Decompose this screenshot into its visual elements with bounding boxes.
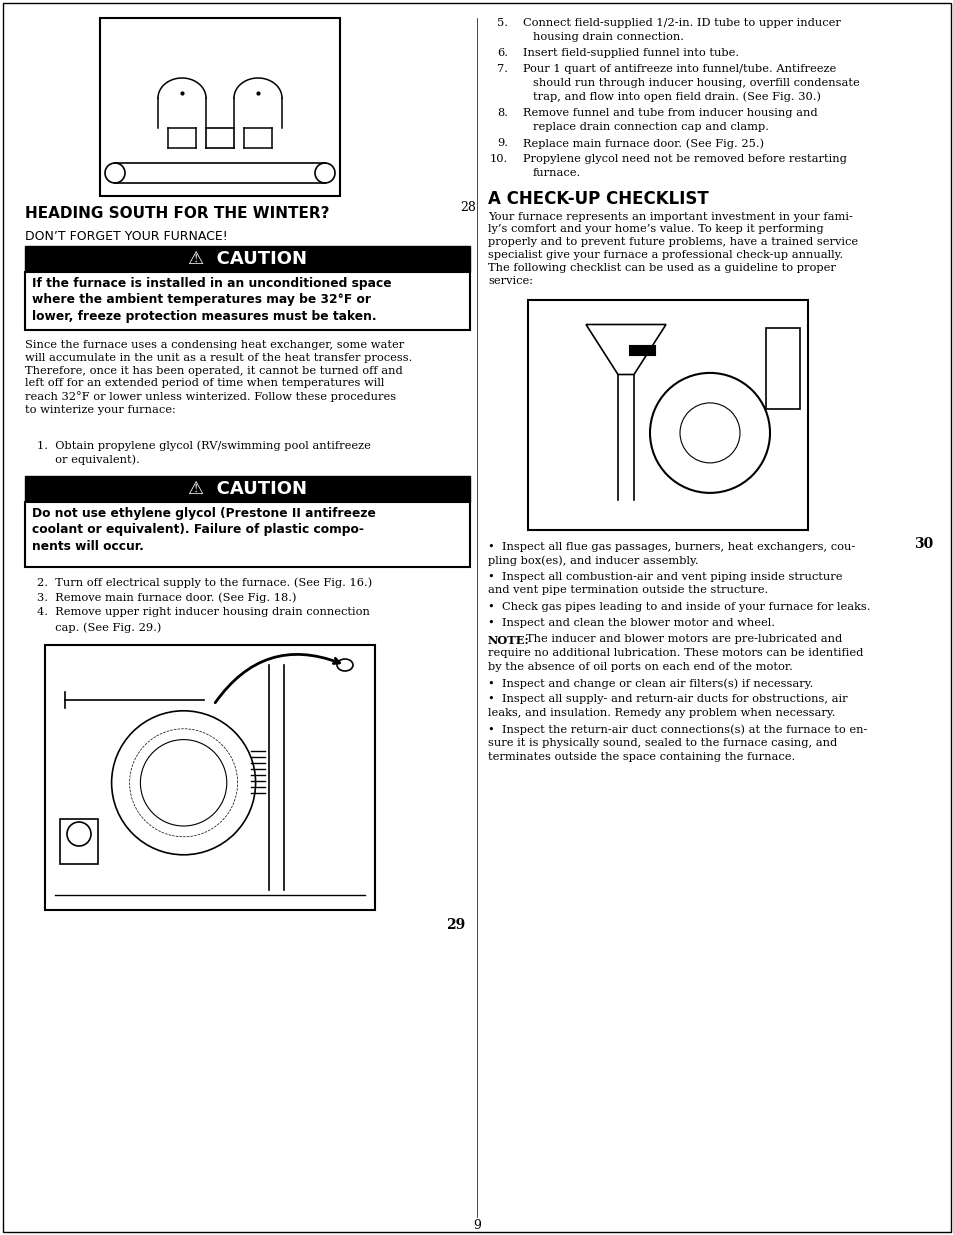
Text: HEADING SOUTH FOR THE WINTER?: HEADING SOUTH FOR THE WINTER?: [25, 206, 329, 221]
Text: trap, and flow into open field drain. (See Fig. 30.): trap, and flow into open field drain. (S…: [533, 91, 821, 103]
Text: housing drain connection.: housing drain connection.: [533, 32, 683, 42]
Text: ⚠  CAUTION: ⚠ CAUTION: [188, 249, 307, 268]
Bar: [60, 819, 98, 864]
Text: furnace.: furnace.: [533, 168, 580, 178]
Text: pling box(es), and inducer assembly.: pling box(es), and inducer assembly.: [488, 555, 698, 566]
Bar: [25, 475, 470, 501]
Bar: [100, 19, 339, 196]
Text: •  Inspect and clean the blower motor and wheel.: • Inspect and clean the blower motor and…: [488, 618, 774, 629]
Text: Connect field-supplied 1/2-in. ID tube to upper inducer: Connect field-supplied 1/2-in. ID tube t…: [522, 19, 840, 28]
Text: Do not use ethylene glycol (Prestone II antifreeze
coolant or equivalent). Failu: Do not use ethylene glycol (Prestone II …: [32, 508, 375, 553]
Text: sure it is physically sound, sealed to the furnace casing, and: sure it is physically sound, sealed to t…: [488, 739, 837, 748]
Circle shape: [649, 373, 769, 493]
Text: require no additional lubrication. These motors can be identified: require no additional lubrication. These…: [488, 648, 862, 658]
Circle shape: [679, 403, 740, 463]
Text: 5.: 5.: [497, 19, 507, 28]
Text: cap. (See Fig. 29.): cap. (See Fig. 29.): [37, 622, 161, 632]
Bar: [45, 645, 375, 910]
Bar: [527, 300, 807, 530]
Text: 28: 28: [459, 201, 476, 214]
Text: Your furnace represents an important investment in your fami-
ly’s comfort and y: Your furnace represents an important inv…: [488, 211, 858, 285]
Text: Replace main furnace door. (See Fig. 25.): Replace main furnace door. (See Fig. 25.…: [522, 138, 763, 148]
Text: 29: 29: [445, 918, 464, 932]
Polygon shape: [585, 325, 665, 374]
Text: •  Inspect all combustion-air and vent piping inside structure: • Inspect all combustion-air and vent pi…: [488, 572, 841, 582]
Text: A CHECK-UP CHECKLIST: A CHECK-UP CHECKLIST: [488, 189, 708, 207]
Text: terminates outside the space containing the furnace.: terminates outside the space containing …: [488, 752, 795, 762]
Text: and vent pipe termination outside the structure.: and vent pipe termination outside the st…: [488, 585, 767, 595]
Circle shape: [112, 711, 255, 855]
Ellipse shape: [105, 163, 125, 183]
Text: should run through inducer housing, overfill condensate: should run through inducer housing, over…: [533, 78, 859, 88]
Text: Pour 1 quart of antifreeze into funnel/tube. Antifreeze: Pour 1 quart of antifreeze into funnel/t…: [522, 64, 836, 74]
Text: •  Check gas pipes leading to and inside of your furnace for leaks.: • Check gas pipes leading to and inside …: [488, 601, 869, 611]
Text: 2.  Turn off electrical supply to the furnace. (See Fig. 16.): 2. Turn off electrical supply to the fur…: [37, 577, 372, 588]
Text: 6.: 6.: [497, 48, 507, 58]
Circle shape: [67, 823, 91, 846]
Text: 4.  Remove upper right inducer housing drain connection: 4. Remove upper right inducer housing dr…: [37, 606, 370, 618]
Circle shape: [140, 740, 227, 826]
Text: If the furnace is installed in an unconditioned space
where the ambient temperat: If the furnace is installed in an uncond…: [32, 277, 392, 324]
Text: leaks, and insulation. Remedy any problem when necessary.: leaks, and insulation. Remedy any proble…: [488, 708, 835, 718]
Text: replace drain connection cap and clamp.: replace drain connection cap and clamp.: [533, 121, 768, 131]
Text: or equivalent).: or equivalent).: [37, 454, 140, 464]
Text: 9: 9: [473, 1219, 480, 1233]
Text: •  Inspect all supply- and return-air ducts for obstructions, air: • Inspect all supply- and return-air duc…: [488, 694, 846, 704]
Ellipse shape: [336, 659, 353, 671]
Text: 10.: 10.: [489, 154, 507, 164]
Text: •  Inspect the return-air duct connections(s) at the furnace to en-: • Inspect the return-air duct connection…: [488, 725, 866, 735]
Text: 8.: 8.: [497, 107, 507, 119]
Text: 3.  Remove main furnace door. (See Fig. 18.): 3. Remove main furnace door. (See Fig. 1…: [37, 592, 296, 603]
Bar: [25, 501, 470, 567]
Bar: [25, 272, 470, 330]
Text: by the absence of oil ports on each end of the motor.: by the absence of oil ports on each end …: [488, 662, 792, 672]
Text: Propylene glycol need not be removed before restarting: Propylene glycol need not be removed bef…: [522, 154, 846, 164]
Text: 30: 30: [913, 537, 932, 552]
Text: The inducer and blower motors are pre-lubricated and: The inducer and blower motors are pre-lu…: [525, 635, 841, 645]
Text: Insert field-supplied funnel into tube.: Insert field-supplied funnel into tube.: [522, 48, 739, 58]
Text: DON’T FORGET YOUR FURNACE!: DON’T FORGET YOUR FURNACE!: [25, 230, 228, 243]
Text: •  Inspect all flue gas passages, burners, heat exchangers, cou-: • Inspect all flue gas passages, burners…: [488, 541, 854, 552]
Bar: [765, 329, 799, 409]
Text: •  Inspect and change or clean air filters(s) if necessary.: • Inspect and change or clean air filter…: [488, 678, 813, 689]
Text: NOTE:: NOTE:: [488, 635, 529, 646]
Text: 9.: 9.: [497, 138, 507, 148]
Text: Remove funnel and tube from inducer housing and: Remove funnel and tube from inducer hous…: [522, 107, 817, 119]
Text: 7.: 7.: [497, 64, 507, 74]
Bar: [25, 246, 470, 272]
Text: 1.  Obtain propylene glycol (RV/swimming pool antifreeze: 1. Obtain propylene glycol (RV/swimming …: [37, 440, 371, 451]
Text: ⚠  CAUTION: ⚠ CAUTION: [188, 480, 307, 498]
Ellipse shape: [314, 163, 335, 183]
Text: Since the furnace uses a condensing heat exchanger, some water
will accumulate i: Since the furnace uses a condensing heat…: [25, 340, 412, 415]
